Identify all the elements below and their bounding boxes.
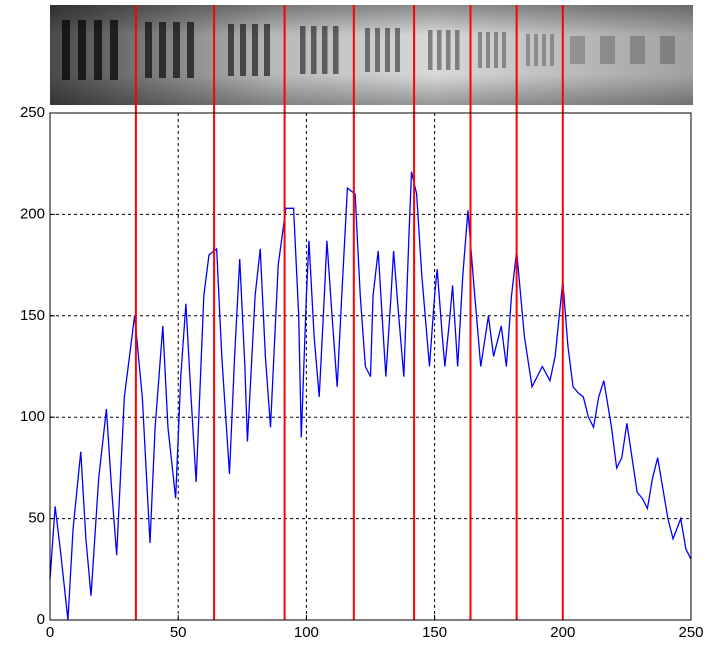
axes-box bbox=[49, 112, 692, 621]
y-tick-label: 100 bbox=[20, 408, 45, 425]
x-tick-label: 100 bbox=[294, 624, 319, 641]
data-line bbox=[49, 171, 692, 621]
x-tick-label: 50 bbox=[170, 624, 187, 641]
y-tick-label: 50 bbox=[28, 510, 45, 527]
y-tick-label: 200 bbox=[20, 205, 45, 222]
strip-shade bbox=[50, 5, 693, 105]
x-tick-label: 0 bbox=[46, 624, 54, 641]
y-tick-label: 250 bbox=[20, 104, 45, 121]
x-tick-label: 250 bbox=[678, 624, 703, 641]
x-tick-label: 150 bbox=[422, 624, 447, 641]
image-strip bbox=[50, 5, 693, 105]
y-tick-label: 0 bbox=[37, 611, 45, 628]
y-tick-label: 150 bbox=[20, 307, 45, 324]
x-tick-label: 200 bbox=[550, 624, 575, 641]
